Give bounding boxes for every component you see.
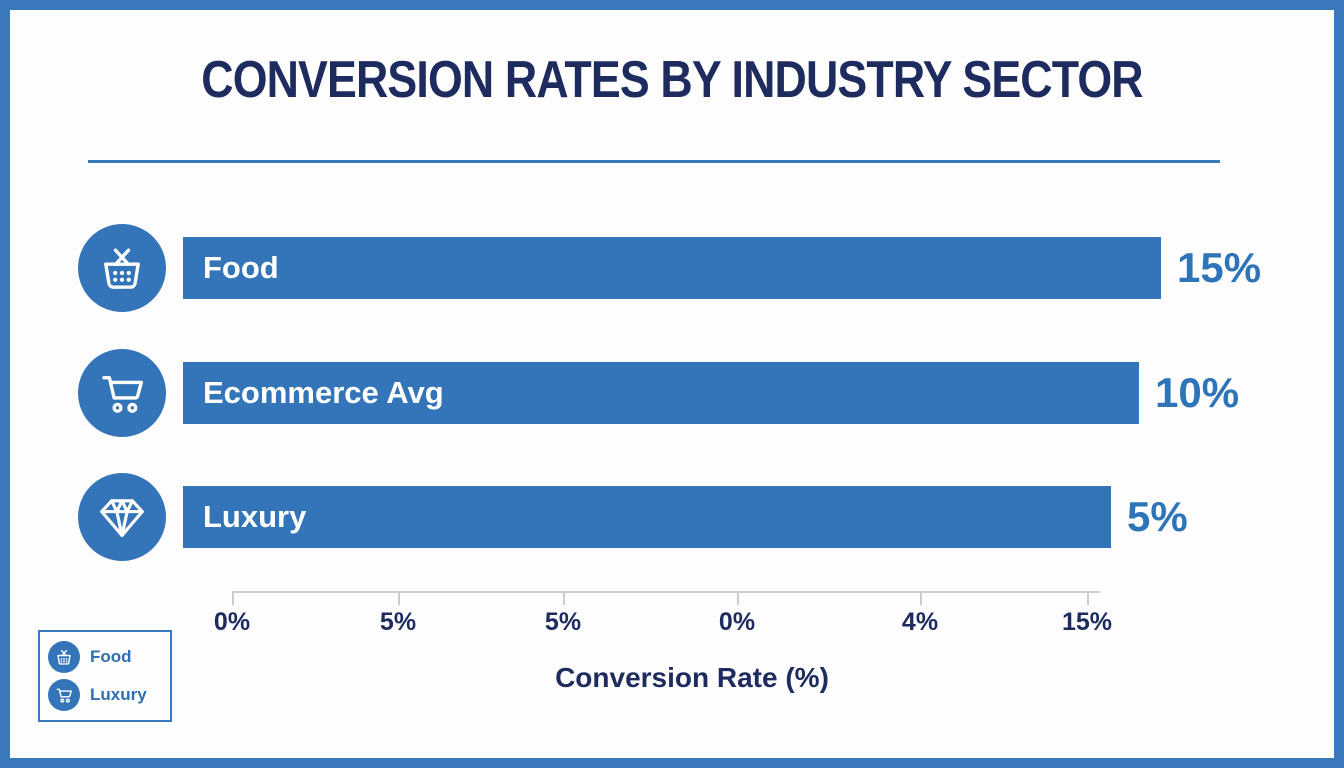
- legend-box: Food Luxury: [38, 630, 172, 722]
- x-axis-title: Conversion Rate (%): [555, 662, 829, 693]
- legend-label-luxury: Luxury: [90, 684, 147, 704]
- x-axis-tick: [398, 591, 400, 605]
- bar-row-food: Food 15%: [78, 224, 1261, 312]
- cart-icon: [48, 678, 80, 711]
- bar-ecommerce: Ecommerce Avg: [183, 362, 1139, 424]
- x-axis-tick: [232, 591, 234, 605]
- x-tick-label: 4%: [901, 608, 939, 636]
- title-divider: [88, 160, 1220, 163]
- x-axis-line: [232, 591, 1100, 593]
- legend-item-luxury: Luxury: [48, 678, 162, 711]
- legend-label-food: Food: [90, 647, 132, 667]
- chart-title: CONVERSION RATES BY INDUSTRY SECTOR: [201, 51, 1143, 109]
- bar-label-luxury: Luxury: [203, 499, 307, 534]
- x-tick-label: 15%: [1061, 608, 1113, 636]
- legend-item-food: Food: [48, 641, 162, 674]
- bar-value-ecommerce: 10%: [1155, 369, 1240, 416]
- basket-icon: [48, 641, 80, 674]
- x-tick-label: 0%: [718, 608, 756, 636]
- x-axis-tick: [1087, 591, 1089, 605]
- x-tick-label: 0%: [213, 608, 251, 636]
- bar-label-ecommerce: Ecommerce Avg: [203, 375, 444, 410]
- x-axis-tick: [737, 591, 739, 605]
- x-tick-label: 5%: [544, 608, 582, 636]
- bar-luxury: Luxury: [183, 486, 1111, 548]
- bar-value-luxury: 5%: [1127, 493, 1188, 540]
- x-axis-tick: [920, 591, 922, 605]
- x-axis-tick: [563, 591, 565, 605]
- cart-icon: [78, 349, 166, 437]
- bar-label-food: Food: [203, 250, 279, 285]
- basket-icon: [78, 224, 166, 312]
- bar-value-food: 15%: [1177, 244, 1262, 291]
- diamond-icon: [78, 473, 166, 561]
- x-tick-label: 5%: [379, 608, 417, 636]
- bar-row-ecommerce: Ecommerce Avg 10%: [78, 349, 1239, 437]
- bar-row-luxury: Luxury 5%: [78, 473, 1188, 561]
- bar-food: Food: [183, 237, 1161, 299]
